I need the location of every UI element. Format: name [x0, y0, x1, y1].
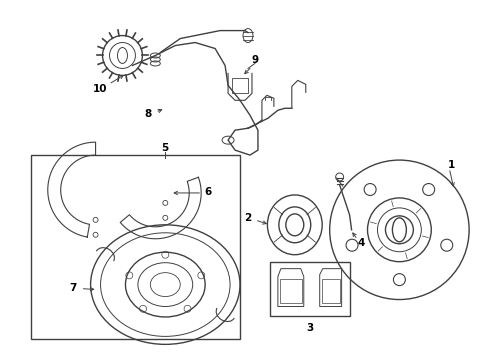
- Text: 10: 10: [93, 84, 107, 94]
- Bar: [279, 279, 301, 302]
- Bar: [269, 262, 349, 316]
- Text: 2: 2: [244, 213, 251, 223]
- Text: 4: 4: [357, 238, 365, 248]
- Bar: [31, 155, 240, 339]
- Text: 5: 5: [162, 143, 168, 153]
- Text: 6: 6: [204, 187, 211, 197]
- Bar: [232, 78, 247, 93]
- Text: 8: 8: [144, 109, 152, 119]
- Text: 9: 9: [251, 55, 258, 66]
- Bar: [321, 279, 339, 302]
- Text: 1: 1: [447, 160, 454, 170]
- Text: 3: 3: [305, 323, 313, 333]
- Text: 7: 7: [69, 283, 76, 293]
